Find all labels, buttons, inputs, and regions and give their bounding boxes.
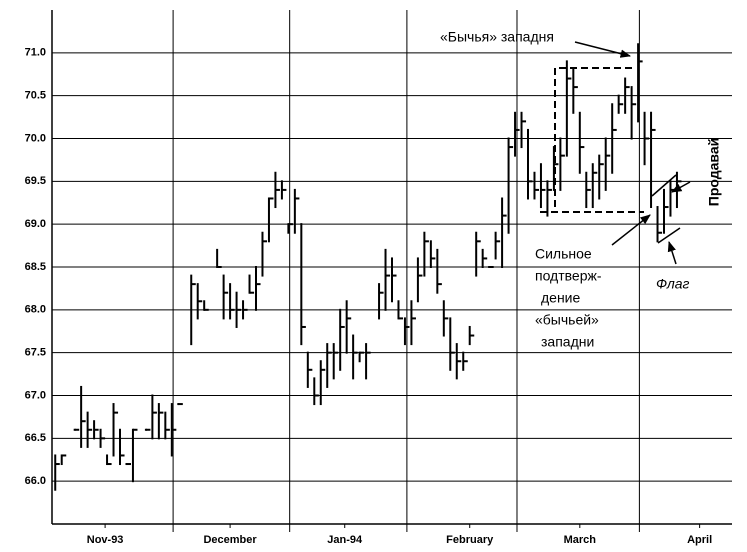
x-tick-label: Nov-93 — [87, 534, 124, 546]
annotation: дение — [541, 290, 581, 306]
y-tick-label: 66.0 — [25, 475, 46, 487]
y-tick-label: 68.5 — [25, 261, 46, 273]
plot-area: 66.0 66.5 67.0 67.5 68.0 68.5 69.0 69.5 70.0 70.5… — [25, 10, 732, 546]
y-tick-label: 69.5 — [25, 175, 46, 187]
y-tick-label: 70.0 — [25, 132, 46, 144]
annotation: Сильное — [535, 246, 592, 262]
y-tick-label: 71.0 — [25, 47, 46, 59]
annotation: «Бычья» западня — [440, 29, 554, 45]
y-tick-label: 67.5 — [25, 347, 46, 359]
x-tick-label: March — [564, 534, 597, 546]
x-tick-label: December — [203, 534, 257, 546]
arrow — [667, 240, 677, 265]
flag-line — [651, 174, 677, 197]
arrow — [671, 181, 691, 193]
x-tick-label: April — [687, 534, 712, 546]
flag-line — [657, 227, 681, 244]
y-tick-label: 70.5 — [25, 90, 46, 102]
x-tick-label: February — [446, 534, 494, 546]
annotation: «бычьей» — [535, 312, 599, 328]
annotation: Флаг — [656, 276, 690, 292]
y-tick-label: 66.5 — [25, 432, 46, 444]
arrow — [574, 41, 632, 58]
arrow — [611, 214, 651, 246]
dashed-box — [554, 67, 632, 212]
annotation: Продавай — [706, 138, 722, 206]
annotation: подтверж- — [535, 268, 602, 284]
y-tick-label: 69.0 — [25, 218, 46, 230]
y-tick-label: 67.0 — [25, 389, 46, 401]
annotation-lines — [540, 41, 691, 265]
y-tick-label: 68.0 — [25, 304, 46, 316]
annotation: западни — [541, 334, 594, 350]
x-tick-label: Jan-94 — [327, 534, 363, 546]
